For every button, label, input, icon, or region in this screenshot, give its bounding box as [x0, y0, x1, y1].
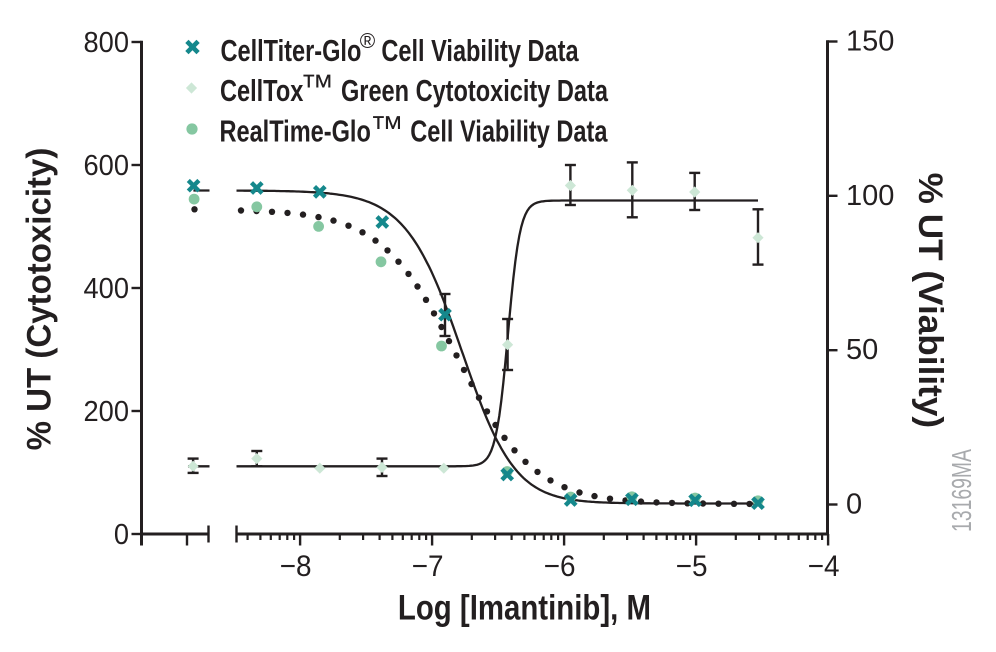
svg-text:−7: −7 [412, 550, 444, 583]
svg-text:100: 100 [846, 180, 894, 212]
svg-text:−5: −5 [676, 550, 708, 583]
svg-text:−6: −6 [544, 550, 576, 583]
svg-text:% UT (Viability): % UT (Viability) [911, 173, 948, 428]
svg-text:% UT (Cytotoxicity): % UT (Cytotoxicity) [21, 148, 59, 451]
svg-text:Cell Viability Data: Cell Viability Data [381, 33, 579, 68]
svg-text:0: 0 [846, 489, 862, 521]
svg-text:Log [Imantinib], M: Log [Imantinib], M [398, 588, 651, 627]
svg-text:13169MA: 13169MA [947, 449, 978, 532]
svg-text:150: 150 [846, 26, 894, 58]
svg-text:200: 200 [84, 395, 129, 427]
svg-text:™: ™ [370, 110, 404, 148]
svg-text:CellTox: CellTox [220, 73, 304, 108]
svg-text:®: ® [360, 30, 376, 53]
svg-text:400: 400 [84, 272, 129, 304]
svg-text:−4: −4 [808, 550, 840, 583]
svg-text:50: 50 [846, 334, 878, 366]
svg-text:0: 0 [114, 518, 129, 550]
svg-text:600: 600 [84, 149, 129, 181]
svg-text:Cell Viability Data: Cell Viability Data [410, 113, 608, 148]
svg-text:Green Cytotoxicity Data: Green Cytotoxicity Data [341, 73, 609, 108]
svg-text:™: ™ [300, 68, 334, 106]
svg-text:−8: −8 [280, 550, 312, 583]
svg-text:RealTime-Glo: RealTime-Glo [220, 113, 371, 148]
svg-text:800: 800 [84, 26, 129, 58]
svg-text:CellTiter-Glo: CellTiter-Glo [221, 33, 362, 68]
